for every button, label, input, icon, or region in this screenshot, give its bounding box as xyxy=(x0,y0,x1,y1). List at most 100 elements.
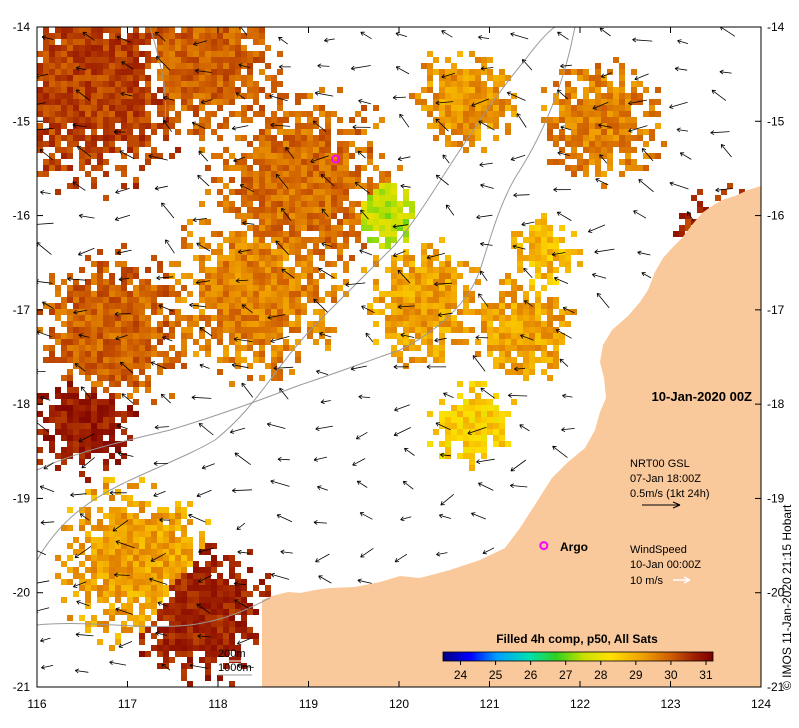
sst-pixel xyxy=(517,333,523,339)
sst-pixel xyxy=(85,51,91,57)
sst-pixel xyxy=(115,345,121,351)
sst-pixel xyxy=(217,87,223,93)
sst-pixel xyxy=(175,609,181,615)
sst-pixel xyxy=(499,411,505,417)
sst-pixel xyxy=(121,375,127,381)
sst-pixel xyxy=(115,261,121,267)
sst-pixel xyxy=(121,267,127,273)
sst-pixel xyxy=(217,231,223,237)
sst-pixel xyxy=(49,45,55,51)
sst-pixel xyxy=(175,87,181,93)
sst-pixel xyxy=(493,123,499,129)
sst-pixel xyxy=(283,321,289,327)
sst-pixel xyxy=(229,201,235,207)
sst-pixel xyxy=(595,123,601,129)
sst-pixel xyxy=(403,345,409,351)
current-arrow xyxy=(552,445,568,458)
sst-pixel xyxy=(391,231,397,237)
sst-pixel xyxy=(217,45,223,51)
sst-pixel xyxy=(325,147,331,153)
sst-pixel xyxy=(541,231,547,237)
sst-pixel xyxy=(199,531,205,537)
sst-pixel xyxy=(265,285,271,291)
sst-pixel xyxy=(271,165,277,171)
sst-pixel xyxy=(253,273,259,279)
sst-pixel xyxy=(397,273,403,279)
sst-pixel xyxy=(127,573,133,579)
sst-pixel xyxy=(349,183,355,189)
sst-pixel xyxy=(193,591,199,597)
current-arrow xyxy=(519,424,530,432)
sst-pixel xyxy=(373,279,379,285)
sst-pixel xyxy=(253,33,259,39)
sst-pixel xyxy=(139,105,145,111)
sst-pixel xyxy=(229,567,235,573)
sst-pixel xyxy=(283,129,289,135)
sst-pixel xyxy=(187,87,193,93)
sst-pixel xyxy=(109,399,115,405)
sst-pixel xyxy=(205,339,211,345)
sst-pixel xyxy=(223,639,229,645)
sst-pixel xyxy=(499,363,505,369)
sst-pixel xyxy=(139,321,145,327)
sst-pixel xyxy=(37,69,43,75)
sst-pixel xyxy=(601,153,607,159)
sst-pixel xyxy=(205,321,211,327)
sst-pixel xyxy=(427,51,433,57)
sst-pixel xyxy=(487,117,493,123)
current-arrow xyxy=(637,250,651,256)
sst-pixel xyxy=(373,285,379,291)
sst-pixel xyxy=(631,99,637,105)
sst-pixel xyxy=(547,255,553,261)
sst-pixel xyxy=(217,69,223,75)
current-arrow xyxy=(81,457,95,469)
sst-pixel xyxy=(109,291,115,297)
sst-pixel xyxy=(277,183,283,189)
sst-pixel xyxy=(385,303,391,309)
sst-pixel xyxy=(253,609,259,615)
sst-pixel xyxy=(181,663,187,669)
sst-pixel xyxy=(517,255,523,261)
sst-pixel xyxy=(619,159,625,165)
sst-pixel xyxy=(565,165,571,171)
sst-pixel xyxy=(643,165,649,171)
sst-pixel xyxy=(319,213,325,219)
sst-pixel xyxy=(565,267,571,273)
sst-pixel xyxy=(163,543,169,549)
sst-pixel xyxy=(109,345,115,351)
current-arrow xyxy=(197,174,210,187)
sst-pixel xyxy=(205,27,211,33)
sst-pixel xyxy=(511,279,517,285)
sst-pixel xyxy=(187,129,193,135)
sst-pixel xyxy=(85,279,91,285)
sst-pixel xyxy=(199,147,205,153)
sst-pixel xyxy=(337,165,343,171)
sst-pixel xyxy=(205,303,211,309)
sst-pixel xyxy=(331,243,337,249)
sst-pixel xyxy=(301,153,307,159)
sst-pixel xyxy=(127,381,133,387)
sst-pixel xyxy=(73,339,79,345)
current-arrow xyxy=(599,154,608,164)
x-tick-label: 120 xyxy=(389,697,409,711)
sst-pixel xyxy=(97,423,103,429)
sst-pixel xyxy=(103,147,109,153)
sst-pixel xyxy=(547,363,553,369)
sst-pixel xyxy=(451,429,457,435)
sst-pixel xyxy=(403,189,409,195)
sst-pixel xyxy=(271,321,277,327)
sst-pixel xyxy=(205,285,211,291)
sst-pixel xyxy=(559,333,565,339)
sst-pixel xyxy=(229,621,235,627)
sst-pixel xyxy=(193,609,199,615)
sst-pixel xyxy=(115,81,121,87)
sst-pixel xyxy=(199,267,205,273)
sst-pixel xyxy=(307,153,313,159)
sst-pixel xyxy=(97,147,103,153)
current-arrow xyxy=(233,581,247,587)
sst-pixel xyxy=(139,129,145,135)
sst-pixel xyxy=(379,189,385,195)
sst-pixel xyxy=(445,321,451,327)
current-arrow xyxy=(198,423,214,436)
sst-pixel xyxy=(169,105,175,111)
